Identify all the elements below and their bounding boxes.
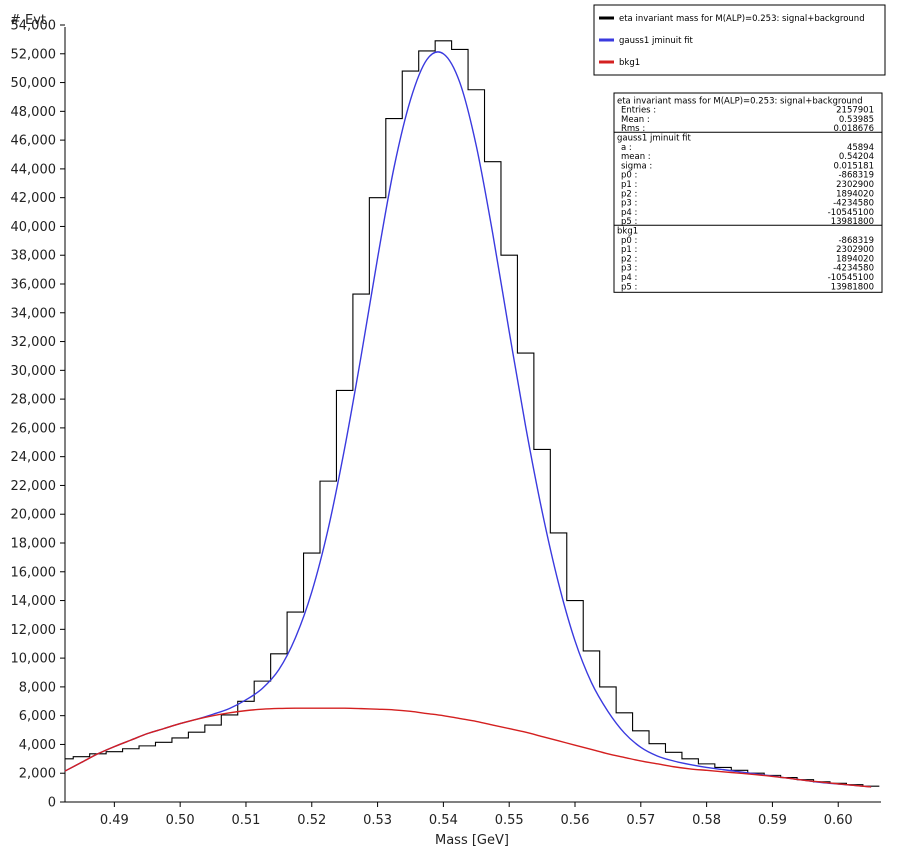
x-tick-label: 0.52 [297, 813, 326, 828]
y-tick-label: 0 [48, 796, 56, 811]
stats-label: sigma : [621, 161, 652, 171]
x-tick-label: 0.57 [626, 813, 655, 828]
y-tick-label: 8,000 [19, 680, 56, 695]
y-tick-label: 42,000 [11, 191, 57, 206]
legend: eta invariant mass for M(ALP)=0.253: sig… [593, 4, 886, 76]
stats-label: Rms : [621, 124, 645, 134]
y-tick-label: 46,000 [11, 134, 57, 149]
stats-label: p4 : [621, 208, 637, 218]
y-tick-label: 54,000 [11, 19, 57, 34]
legend-entry: eta invariant mass for M(ALP)=0.253: sig… [619, 14, 865, 24]
stats-label: p2 : [621, 254, 637, 264]
y-tick-label: 38,000 [11, 249, 57, 264]
y-tick-label: 24,000 [11, 450, 57, 465]
stats-value: 0.53985 [839, 115, 874, 125]
y-tick-label: 26,000 [11, 421, 57, 436]
stats-value: 2302900 [836, 245, 874, 255]
y-tick-label: 4,000 [19, 738, 56, 753]
stats-label: p3 : [621, 264, 637, 274]
stats-value: 45894 [847, 143, 874, 153]
stats-value: -10545100 [828, 273, 874, 283]
stats-value: -868319 [838, 236, 874, 246]
y-tick-label: 48,000 [11, 105, 57, 120]
x-tick-label: 0.60 [824, 813, 853, 828]
y-tick-label: 22,000 [11, 479, 57, 494]
stats-label: p5 : [621, 282, 637, 292]
y-tick-label: 18,000 [11, 537, 57, 552]
stats-box: eta invariant mass for M(ALP)=0.253: sig… [613, 92, 883, 293]
y-tick-label: 16,000 [11, 565, 57, 580]
x-tick-label: 0.53 [363, 813, 392, 828]
stats-value: 0.54204 [839, 152, 874, 162]
stats-value: 0.018676 [833, 124, 874, 134]
stats-value: -4234580 [833, 199, 874, 209]
y-tick-label: 6,000 [19, 709, 56, 724]
stats-value: -10545100 [828, 208, 874, 218]
y-tick-label: 50,000 [11, 76, 57, 91]
x-tick-label: 0.55 [495, 813, 524, 828]
stats-value: -868319 [838, 171, 874, 181]
y-tick-label: 36,000 [11, 278, 57, 293]
stats-label: p4 : [621, 273, 637, 283]
y-tick-label: 40,000 [11, 220, 57, 235]
plot-area [64, 40, 880, 788]
stats-label: p3 : [621, 199, 637, 209]
y-tick-label: 10,000 [11, 652, 57, 667]
x-tick-label: 0.54 [429, 813, 458, 828]
stats-label: p2 : [621, 189, 637, 199]
stats-value: 1894020 [836, 254, 874, 264]
y-tick-label: 12,000 [11, 623, 57, 638]
series-line-signal-plus-background [65, 40, 880, 787]
stats-label: Entries : [621, 106, 656, 116]
legend-box [593, 4, 886, 76]
legend-entry: bkg1 [619, 58, 640, 68]
stats-label: p0 : [621, 171, 637, 181]
x-tick-label: 0.56 [561, 813, 590, 828]
x-axis-title: Mass [GeV] [435, 833, 509, 848]
stats-label: Mean : [621, 115, 650, 125]
stats-value: -4234580 [833, 264, 874, 274]
y-axis-title: # Evt [10, 13, 46, 28]
y-tick-label: 28,000 [11, 393, 57, 408]
stats-value: 2157901 [836, 106, 874, 116]
stats-value: 1894020 [836, 189, 874, 199]
y-tick-label: 14,000 [11, 594, 57, 609]
y-tick-label: 52,000 [11, 47, 57, 62]
x-tick-label: 0.59 [758, 813, 787, 828]
stats-value: 13981800 [831, 282, 874, 292]
stats-label: a : [621, 143, 632, 153]
stats-label: p1 : [621, 245, 637, 255]
x-tick-label: 0.58 [692, 813, 721, 828]
y-tick-label: 20,000 [11, 508, 57, 523]
y-tick-label: 34,000 [11, 306, 57, 321]
legend-entry: gauss1 jminuit fit [619, 36, 693, 46]
x-tick-label: 0.49 [100, 813, 129, 828]
x-tick-label: 0.50 [166, 813, 195, 828]
stats-label: mean : [621, 152, 651, 162]
stats-value: 0.015181 [833, 161, 874, 171]
stats-label: p1 : [621, 180, 637, 190]
series-line-background-fit [64, 707, 872, 788]
stats-block-title: bkg1 [617, 227, 638, 237]
stats-block-title: gauss1 jminuit fit [617, 134, 691, 144]
y-tick-label: 2,000 [19, 767, 56, 782]
y-tick-label: 30,000 [11, 364, 57, 379]
stats-block-title: eta invariant mass for M(ALP)=0.253: sig… [617, 96, 863, 106]
axes: 0 2,000 4,000 6,000 8,000 10,000 12,000 14,000 1… [11, 19, 881, 828]
x-tick-label: 0.51 [231, 813, 260, 828]
stats-label: p0 : [621, 236, 637, 246]
y-tick-label: 44,000 [11, 162, 57, 177]
stats-value: 2302900 [836, 180, 874, 190]
stats-value: 13981800 [831, 217, 874, 227]
stats-box-frame [613, 92, 883, 293]
y-tick-label: 32,000 [11, 335, 57, 350]
stats-label: p5 : [621, 217, 637, 227]
